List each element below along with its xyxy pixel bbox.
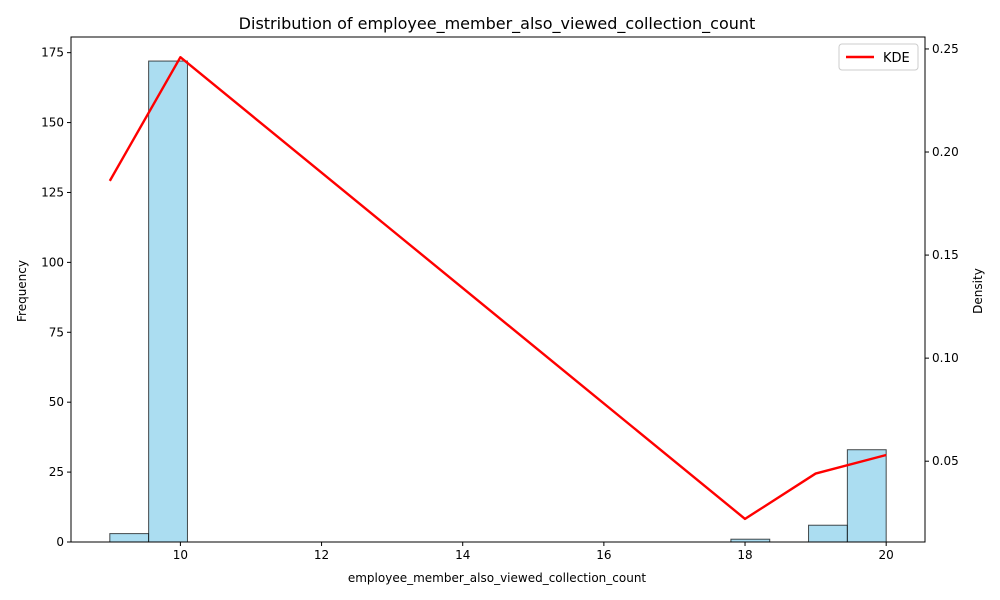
x-tick-label: 12 <box>314 548 329 562</box>
y2-axis-label: Density <box>971 268 985 314</box>
x-axis: 10 12 14 16 18 20 <box>173 542 894 562</box>
kde-layer <box>108 56 887 521</box>
y-axis-right: 0.05 0.10 0.15 0.20 0.25 <box>925 42 959 468</box>
histogram-bar <box>808 524 848 543</box>
x-axis-label: employee_member_also_viewed_collection_c… <box>348 571 647 585</box>
y2-tick-label: 0.05 <box>932 454 959 468</box>
chart-title: Distribution of employee_member_also_vie… <box>239 14 756 34</box>
y2-tick-label: 0.10 <box>932 351 959 365</box>
x-tick-label: 20 <box>879 548 894 562</box>
y-axis-label: Frequency <box>15 260 29 322</box>
y-tick-label: 50 <box>49 395 64 409</box>
x-tick-label: 18 <box>737 548 752 562</box>
kde-line <box>108 56 887 521</box>
y2-tick-label: 0.15 <box>932 248 959 262</box>
y-tick-label: 100 <box>41 255 64 269</box>
histogram-bars <box>109 60 887 543</box>
x-tick-label: 16 <box>596 548 611 562</box>
y-tick-label: 125 <box>41 185 64 199</box>
legend-box <box>838 43 919 71</box>
legend-kde-label: KDE <box>883 51 910 66</box>
plot-frame <box>70 36 926 543</box>
histogram-bar <box>148 60 188 543</box>
y2-tick-label: 0.20 <box>932 145 959 159</box>
y-tick-label: 75 <box>49 325 64 339</box>
histogram-bar <box>109 533 150 543</box>
y-tick-label: 25 <box>49 465 64 479</box>
y-tick-label: 175 <box>41 46 64 60</box>
legend: KDE <box>838 43 919 71</box>
y-axis-left: 0 25 50 75 100 125 150 175 <box>41 46 71 549</box>
y2-tick-label: 0.25 <box>932 42 959 56</box>
histogram-bar <box>846 449 887 543</box>
x-tick-label: 14 <box>455 548 470 562</box>
x-tick-label: 10 <box>173 548 188 562</box>
y-tick-label: 0 <box>56 535 64 549</box>
y-tick-label: 150 <box>41 116 64 130</box>
